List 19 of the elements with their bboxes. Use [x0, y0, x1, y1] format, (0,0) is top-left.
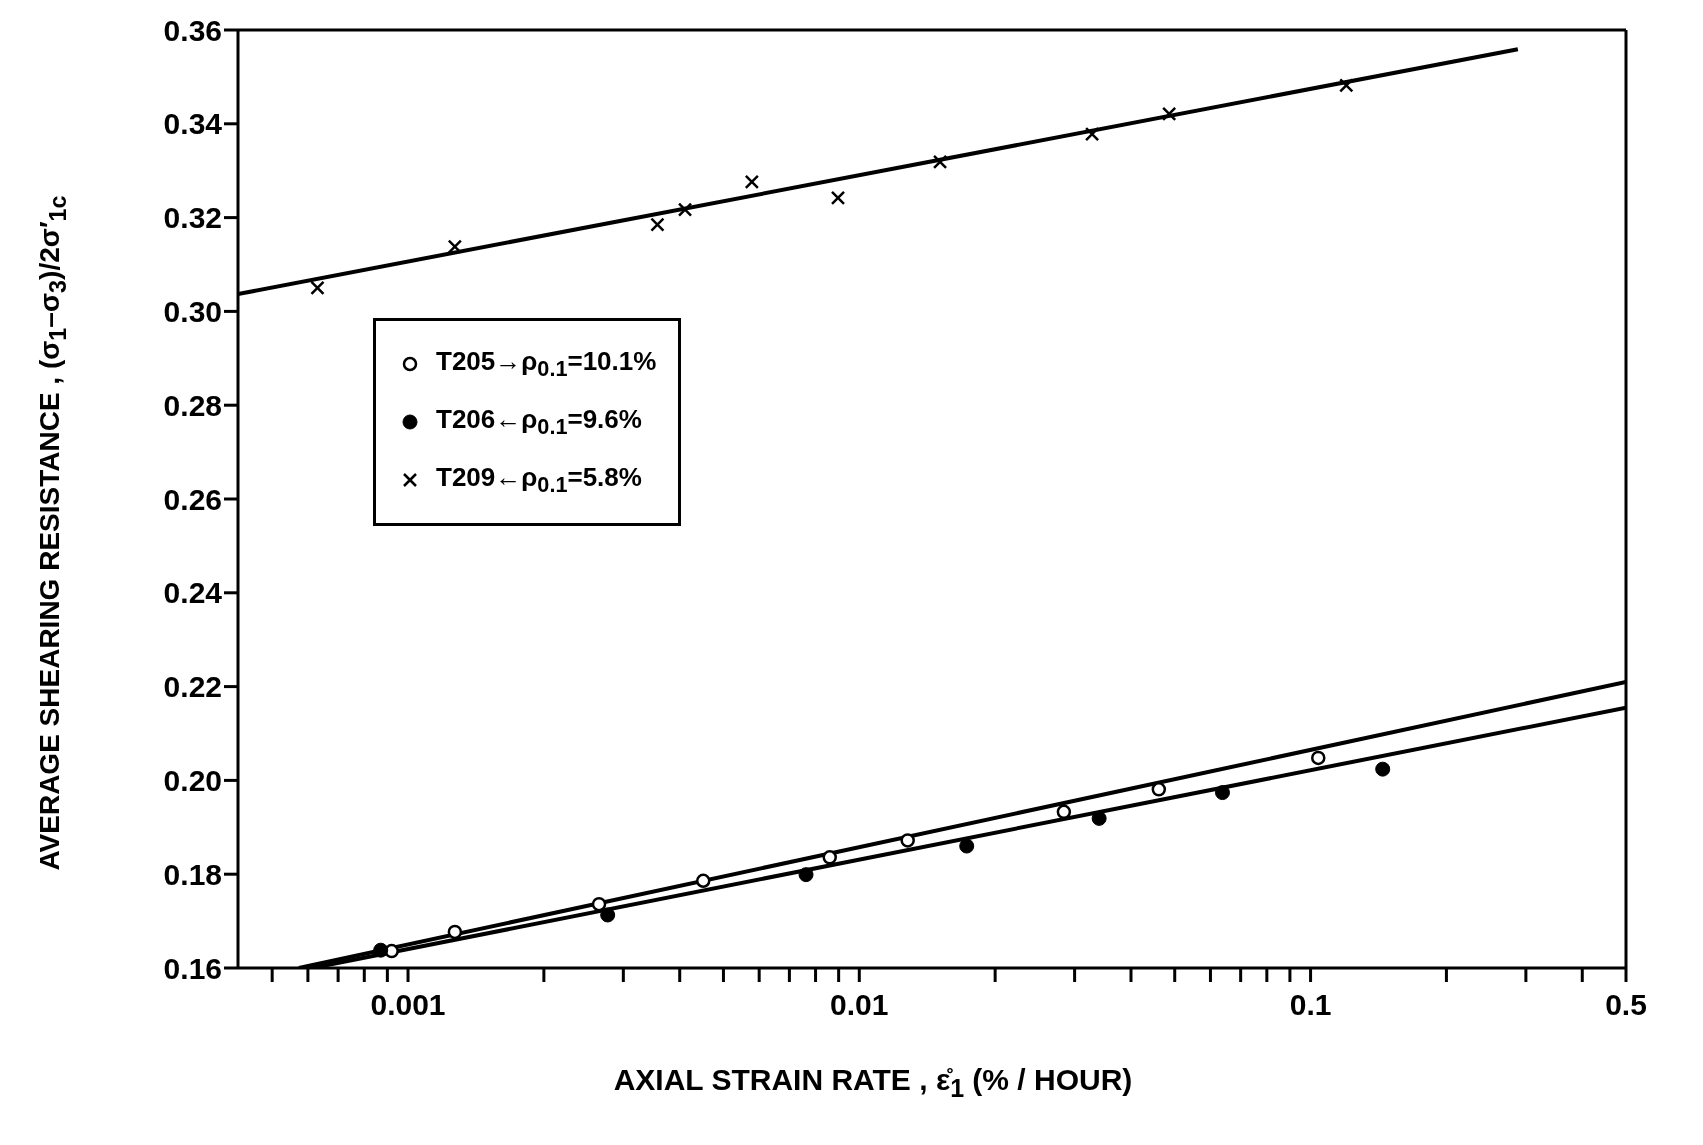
y-tick-label: 0.26: [163, 482, 222, 516]
x-tick-label: 0.1: [1289, 988, 1332, 1022]
y-tick-label: 0.20: [163, 764, 222, 798]
y-tick-label: 0.28: [163, 388, 222, 422]
y-tick-label: 0.24: [163, 576, 223, 610]
y-tick-label: 0.22: [163, 670, 222, 704]
x-tick-label: 0.01: [830, 988, 889, 1022]
x-tick-label: 0.001: [370, 988, 446, 1022]
x-tick-label: 0.5: [1605, 988, 1647, 1022]
y-tick-label: 0.34: [163, 107, 223, 141]
x-axis-title: AXIAL STRAIN RATE , ε̊$_{1}$ (% / HOUR): [612, 1063, 1134, 1103]
y-tick-label: 0.36: [163, 13, 222, 47]
legend-label: T209←ρ$_{0.1}$=5.8%: [436, 461, 642, 499]
y-tick-label: 0.18: [163, 857, 222, 891]
legend-label: T206←ρ$_{0.1}$=9.6%: [436, 403, 642, 441]
y-tick-label: 0.32: [163, 201, 222, 235]
y-tick-label: 0.30: [163, 295, 222, 329]
legend-label: T205→ρ$_{0.1}$=10.1%: [436, 345, 657, 383]
y-tick-label: 0.16: [163, 951, 222, 985]
